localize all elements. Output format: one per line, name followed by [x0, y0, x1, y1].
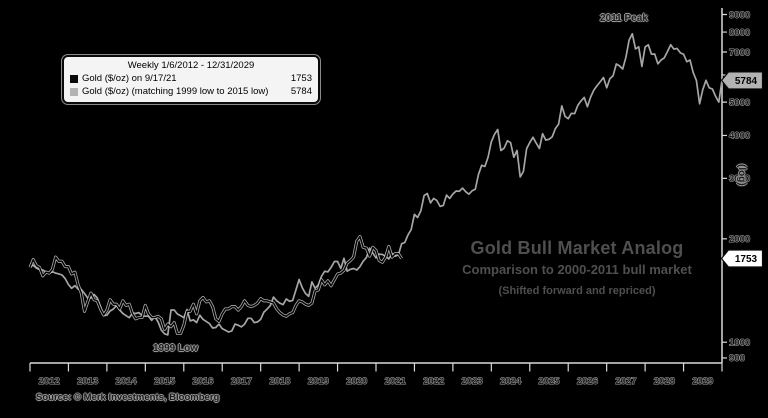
legend-box: Weekly 1/6/2012 - 12/31/2029 Gold ($/oz)… — [62, 55, 320, 105]
callout-actual-last-box — [720, 249, 764, 268]
x-axis-year-label: 2028 — [654, 376, 675, 387]
axis-callouts: 5784 1753 — [720, 71, 764, 268]
x-axis-year-label: 2012 — [39, 376, 60, 387]
legend-item-label: Gold ($/oz) (matching 1999 low to 2015 l… — [82, 86, 269, 98]
callout-actual-last-value: 1753 — [735, 254, 758, 265]
callout-analog-last: 5784 — [720, 71, 764, 90]
callout-analog-last-value: 5784 — [735, 76, 758, 87]
x-axis-year-label: 2024 — [500, 376, 522, 387]
callout-actual-last: 1753 — [720, 249, 764, 268]
title-block: Gold Bull Market Analog Comparison to 20… — [427, 238, 727, 297]
x-axis-year-label: 2026 — [577, 376, 598, 387]
y-axis-tick-label: 8000 — [729, 27, 750, 38]
y-axis-tick-label: 900 — [729, 353, 745, 364]
y-axis-tick-label: 1000 — [729, 338, 750, 349]
y-axis-tick-label: 9000 — [729, 10, 750, 21]
x-axis-year-label: 2023 — [462, 376, 483, 387]
y-axis-tick-label: 5000 — [729, 97, 750, 108]
y-axis-tick-label: 3000 — [729, 174, 750, 185]
legend-title: Weekly 1/6/2012 - 12/31/2029 — [127, 60, 255, 71]
y-axis-tick-label: 2000 — [729, 234, 750, 245]
series-line-gold-analog — [29, 32, 723, 336]
annotation-1999-low: 1999 Low — [153, 343, 199, 354]
x-axis-year-label: 2020 — [346, 376, 367, 387]
x-axis-year-label: 2017 — [231, 376, 252, 387]
y-axis-tick-label: 7000 — [729, 47, 750, 58]
legend-item-gold-analog: Gold ($/oz) (matching 1999 low to 2015 l… — [70, 85, 312, 98]
gray-series-swatch — [70, 87, 78, 96]
legend-item-value: 5784 — [290, 86, 312, 98]
x-axis-year-label: 2021 — [385, 376, 407, 387]
x-axis-year-label: 2016 — [192, 376, 213, 387]
chart-note: (Shifted forward and repriced) — [498, 285, 656, 297]
x-axis-year-label: 2029 — [692, 376, 713, 387]
x-axis-year-label: 2025 — [538, 376, 560, 387]
chart-subtitle: Comparison to 2000-2011 bull market — [462, 262, 692, 277]
series-lines — [28, 32, 723, 336]
x-axis-year-label: 2015 — [154, 376, 176, 387]
x-axis-year-label: 2013 — [77, 376, 98, 387]
chart-title: Gold Bull Market Analog — [470, 238, 684, 258]
x-axis-year-label: 2014 — [116, 376, 138, 387]
callout-analog-last-box — [720, 71, 764, 90]
legend-item-gold-actual: Gold ($/oz) on 9/17/21 1753 — [70, 72, 312, 85]
log-scale-label: (log) — [736, 164, 747, 186]
y-axis-tick-label: 4000 — [729, 131, 750, 142]
x-axis-year-label: 2019 — [308, 376, 329, 387]
series-line-gold-actual — [29, 235, 403, 335]
black-series-swatch — [70, 74, 78, 83]
x-axis-year-label: 2022 — [423, 376, 444, 387]
legend-item-value: 1753 — [290, 73, 312, 85]
legend-item-label: Gold ($/oz) on 9/17/21 — [82, 73, 177, 85]
annotation-2011-peak: 2011 Peak — [600, 13, 648, 24]
source-credit: Source: © Merk Investments, Bloomberg — [36, 392, 220, 403]
x-axis-year-label: 2018 — [269, 376, 290, 387]
x-axis-year-label: 2027 — [615, 376, 636, 387]
